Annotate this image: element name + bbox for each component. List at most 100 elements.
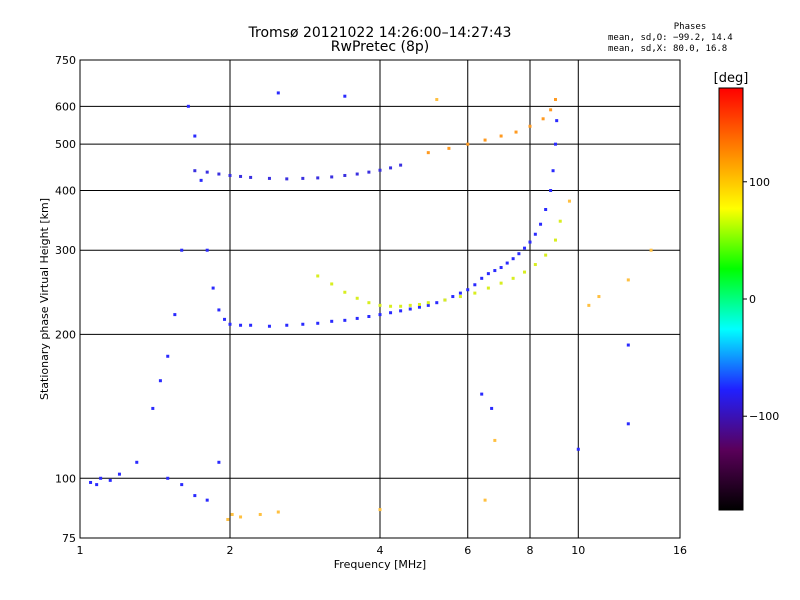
data-point [205,170,209,174]
data-point [117,472,121,476]
colorbar-tick-label: 0 [749,293,756,306]
data-point [285,177,289,181]
data-point [597,295,601,299]
colorbar-ticks: 100 0 −100 [743,176,779,423]
data-point [514,130,518,134]
colorbar-tick-label: 100 [749,176,770,189]
data-point [226,517,230,521]
data-point [378,303,382,307]
data-point [230,512,234,516]
data-point [180,248,184,252]
phases-x-mode: mean, sd,X: 80.0, 16.8 [608,44,728,54]
data-point [458,295,462,299]
data-point [249,323,253,327]
data-point [426,301,430,305]
data-point [473,291,477,295]
data-point [378,508,382,512]
y-tick-label: 200 [55,328,76,341]
data-point [417,302,421,306]
data-point [505,261,509,265]
data-point [330,282,334,286]
colorbar-tick-label: −100 [749,410,779,423]
x-tick-label: 1 [77,544,84,557]
data-point [258,512,262,516]
x-tick-label: 6 [464,544,471,557]
data-point [451,295,455,299]
data-point [239,174,243,178]
chart-title-block: Tromsø 20121022 14:26:00–14:27:43 RwPret… [200,26,560,54]
data-point [166,476,170,480]
x-tick-label: 8 [527,544,534,557]
data-point [355,296,359,300]
data-point [228,322,232,326]
data-point [217,308,221,312]
data-point [223,317,227,321]
y-tick-label: 600 [55,100,76,113]
data-point [490,406,494,410]
data-point [533,263,537,267]
data-point [511,276,515,280]
data-point [367,301,371,305]
data-point [285,323,289,327]
data-point [473,283,477,287]
data-point [301,176,305,180]
phase-colorbar: [deg] 100 0 −100 [714,71,779,511]
data-point [330,175,334,179]
y-tick-label: 300 [55,244,76,257]
data-point [480,392,484,396]
colorbar-label: [deg] [714,71,749,86]
data-point [435,98,439,102]
data-point [316,321,320,325]
data-point [367,170,371,174]
phases-panel: Phases mean, sd,O: −99.2, 14.4 mean, sd,… [590,22,790,55]
y-tick-label: 100 [55,472,76,485]
data-point [567,199,571,203]
data-point [544,208,548,212]
data-point [180,483,184,487]
y-tick-label: 400 [55,184,76,197]
data-point [549,188,553,192]
data-point [301,322,305,326]
data-point [193,134,197,138]
phases-title: Phases [673,22,707,32]
data-point [211,286,215,290]
data-point [217,172,221,176]
data-point [541,117,545,121]
data-point [626,422,630,426]
data-point [539,222,543,226]
data-point [649,248,653,252]
plot-frame [79,59,681,539]
data-point [528,240,532,244]
data-point [426,151,430,155]
data-point [553,142,557,146]
data-point [378,168,382,172]
data-point [558,219,562,223]
data-point [199,178,203,182]
data-point [186,104,190,108]
data-point [399,163,403,167]
data-point [343,318,347,322]
data-point [95,483,99,487]
data-point [626,343,630,347]
data-point [555,119,559,123]
data-point [551,169,555,173]
data-point [480,276,484,280]
data-point [228,173,232,177]
phases-o-mode: mean, sd,O: −99.2, 14.4 [608,33,733,43]
data-point [435,301,439,305]
x-axis-label: Frequency [MHz] [334,558,426,571]
data-point [544,253,548,257]
data-point [408,303,412,307]
data-point [553,238,557,242]
data-point [316,176,320,180]
x-tick-label: 2 [227,544,234,557]
data-point [511,257,515,261]
chart-title: Tromsø 20121022 14:26:00–14:27:43 [248,25,512,41]
data-point [553,98,557,102]
data-point [399,304,403,308]
data-point [493,438,497,442]
data-point [267,176,271,180]
data-point [389,166,393,170]
data-point [533,232,537,236]
